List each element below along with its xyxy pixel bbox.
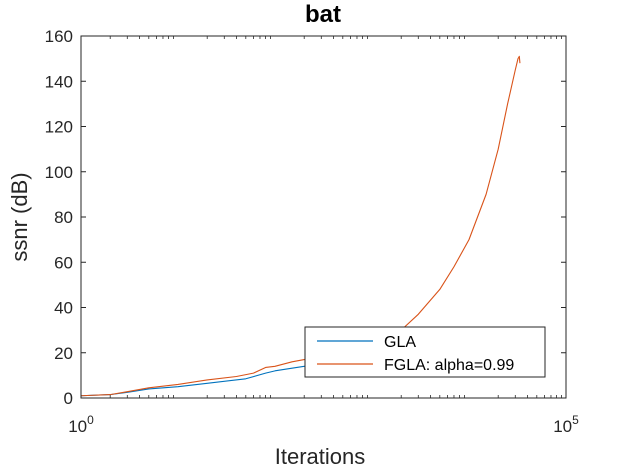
y-tick-label-7: 140 — [45, 72, 73, 91]
y-tick-label-3: 60 — [54, 253, 73, 272]
legend-label-gla: GLA — [384, 334, 416, 351]
y-tick-label-5: 100 — [45, 163, 73, 182]
y-tick-label-0: 0 — [64, 389, 73, 408]
y-axis: 0 20 40 60 80 100 120 140 160 — [45, 27, 566, 408]
y-axis-label: ssnr (dB) — [7, 172, 32, 261]
y-tick-label-2: 40 — [54, 299, 73, 318]
x-axis-label: Iterations — [275, 444, 366, 469]
y-tick-label-1: 20 — [54, 344, 73, 363]
x-axis: 100 105 — [68, 36, 579, 436]
x-tick-label-0: 100 — [68, 413, 94, 436]
y-tick-label-4: 80 — [54, 208, 73, 227]
legend-label-fgla: FGLA: alpha=0.99 — [384, 357, 514, 374]
chart-title: bat — [305, 1, 341, 28]
y-tick-label-8: 160 — [45, 27, 73, 46]
y-tick-label-6: 120 — [45, 118, 73, 137]
x-tick-label-1: 105 — [553, 413, 579, 436]
legend: GLA FGLA: alpha=0.99 — [304, 326, 546, 378]
legend-box — [304, 326, 546, 378]
